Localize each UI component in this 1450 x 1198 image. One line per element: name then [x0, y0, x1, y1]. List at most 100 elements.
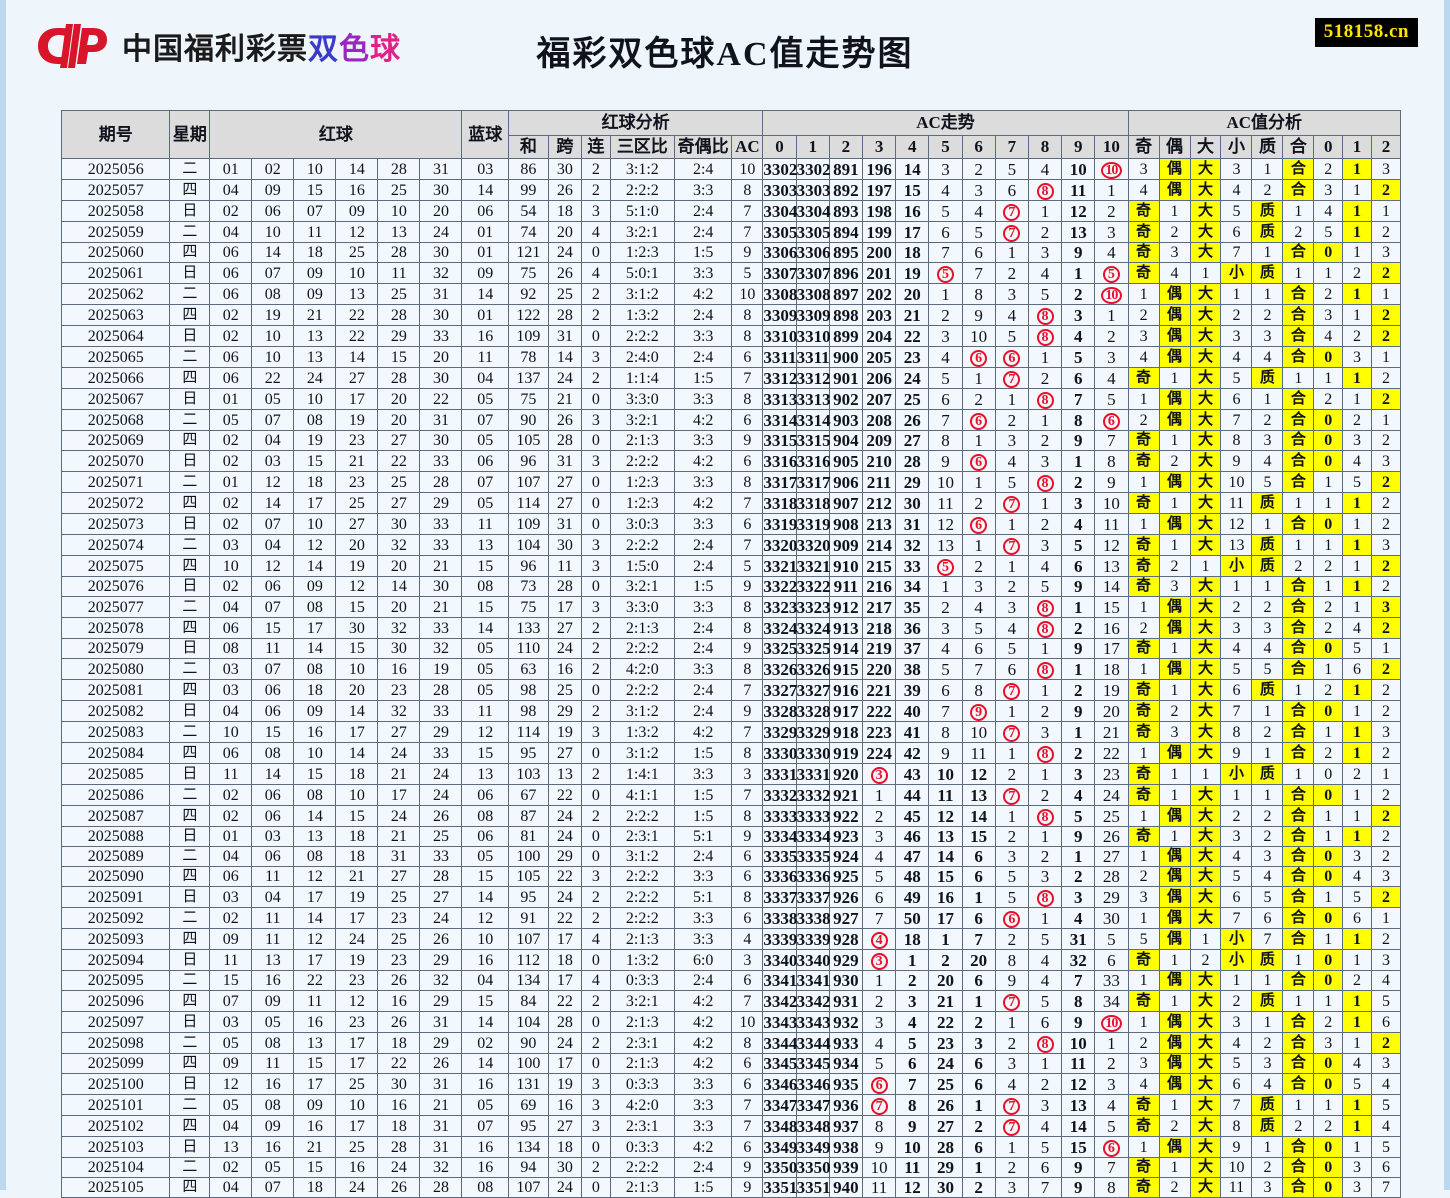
table-row[interactable]: 2025090 四 06 11 12 21 27 28 15 105 22 3 2:2:2 3:3 6 333…: [60, 866, 1402, 887]
cell-blue-ball: 15: [461, 596, 509, 618]
table-row[interactable]: 2025071 二 01 12 18 23 25 28 07 107 27 0 1:2:3 3:3 8 331…: [60, 471, 1402, 493]
table-row[interactable]: 2025096 四 07 09 11 12 16 29 15 84 22 2 3:2:1 4:2 7 3342…: [60, 990, 1402, 1012]
cell-issue: 2025074: [60, 534, 171, 556]
cell-ac-analysis-5: 合: [1282, 658, 1315, 680]
ac-hit-marker: 7: [1003, 788, 1021, 805]
table-row[interactable]: 2025067 日 01 05 10 17 20 22 05 75 21 0 3:3:0 3:3 8 3313…: [60, 388, 1402, 410]
cell-ac-trend-8: 4: [1027, 262, 1063, 284]
cell-red-ball-2: 03: [251, 450, 295, 472]
subheader-ac-trend-4: 3: [861, 135, 897, 159]
table-row[interactable]: 2025084 四 06 08 10 14 24 33 15 95 27 0 3:1:2 1:5 8 3330…: [60, 742, 1402, 764]
table-row[interactable]: 2025085 日 11 14 15 18 21 24 13 103 13 2 1:4:1 3:3 3 333…: [60, 763, 1402, 785]
table-row[interactable]: 2025062 二 06 08 09 13 25 31 14 92 25 2 3:1:2 4:2 10 330…: [60, 283, 1402, 305]
cell-red-ball-1: 09: [209, 928, 253, 950]
ac-hit-marker: 7: [870, 1098, 888, 1115]
cell-red-ball-1: 01: [209, 471, 253, 493]
cell-ac-analysis-0: 2: [1127, 304, 1160, 326]
cell-ac-analysis-5: 合: [1282, 430, 1315, 451]
cell-ac-trend-7: 1: [994, 805, 1029, 827]
cell-span: 29: [547, 846, 582, 867]
cell-ac-trend-0: 3346: [762, 1073, 798, 1095]
cell-sum: 90: [507, 1032, 549, 1054]
table-row[interactable]: 2025101 二 05 08 09 10 16 21 05 69 16 3 4:2:0 3:3 7 3347…: [60, 1094, 1402, 1116]
table-row[interactable]: 2025086 二 02 06 08 10 17 24 06 67 22 0 4:1:1 1:5 7 3332…: [60, 784, 1402, 806]
cell-odd-even-ratio: 3:3: [673, 658, 733, 680]
cell-consecutive: 2: [580, 179, 611, 201]
cell-red-ball-6: 24: [419, 763, 463, 785]
cell-ac-analysis-2: 大: [1189, 221, 1222, 243]
cell-red-ball-2: 09: [251, 179, 295, 201]
table-row[interactable]: 2025057 四 04 09 15 16 25 30 14 99 26 2 2:2:2 3:3 8 3303…: [60, 179, 1402, 201]
table-row[interactable]: 2025076 日 02 06 09 12 14 30 08 73 28 0 3:2:1 1:5 9 3322…: [60, 576, 1402, 597]
cell-issue: 2025062: [60, 283, 171, 305]
table-row[interactable]: 2025080 二 03 07 08 10 16 19 05 63 16 2 4:2:0 3:3 8 3326…: [60, 658, 1402, 680]
table-row[interactable]: 2025070 日 02 03 15 21 22 33 06 96 31 3 2:2:2 4:2 6 3316…: [60, 450, 1402, 472]
table-row[interactable]: 2025065 二 06 10 13 14 15 20 11 78 14 3 2:4:0 2:4 6 3311…: [60, 346, 1402, 368]
table-row[interactable]: 2025081 四 03 06 18 20 23 28 05 98 25 0 2:2:2 2:4 7 3327…: [60, 679, 1402, 701]
table-row[interactable]: 2025056 二 01 02 10 14 28 31 03 86 30 2 3:1:2 2:4 10 330…: [60, 158, 1402, 180]
cell-red-ball-4: 18: [335, 763, 379, 785]
table-row[interactable]: 2025092 二 02 11 14 17 23 24 12 91 22 2 2:2:2 3:3 6 3338…: [60, 907, 1402, 929]
cell-red-ball-4: 15: [335, 805, 379, 827]
table-row[interactable]: 2025083 二 10 15 16 17 27 29 12 114 19 3 1:3:2 4:2 7 332…: [60, 721, 1402, 743]
table-row[interactable]: 2025069 四 02 04 19 23 27 30 05 105 28 0 2:1:3 3:3 9 331…: [60, 430, 1402, 451]
table-row[interactable]: 2025088 日 01 03 13 18 21 25 06 81 24 0 2:3:1 5:1 9 3334…: [60, 826, 1402, 847]
cell-weekday: 四: [169, 928, 211, 950]
table-row[interactable]: 2025077 二 04 07 08 15 20 21 15 75 17 3 3:3:0 3:3 8 3323…: [60, 596, 1402, 618]
table-row[interactable]: 2025063 四 02 19 21 22 28 30 01 122 28 2 1:3:2 2:4 8 330…: [60, 304, 1402, 326]
table-row[interactable]: 2025103 日 13 16 21 25 28 31 16 134 18 0 0:3:3 4:2 6 334…: [60, 1136, 1402, 1158]
table-row[interactable]: 2025099 四 09 11 15 17 22 26 14 100 17 0 2:1:3 4:2 6 334…: [60, 1053, 1402, 1074]
cell-issue: 2025086: [60, 784, 171, 806]
table-row[interactable]: 2025059 二 04 10 11 12 13 24 01 74 20 4 3:2:1 2:4 7 3305…: [60, 221, 1402, 243]
cell-ac-trend-9: 5: [1061, 534, 1096, 556]
table-row[interactable]: 2025089 二 04 06 08 18 31 33 05 100 29 0 3:1:2 2:4 6 333…: [60, 846, 1402, 867]
table-row[interactable]: 2025074 二 03 04 12 20 32 33 13 104 30 3 2:2:2 2:4 7 332…: [60, 534, 1402, 556]
cell-ac-trend-3: 213: [861, 513, 897, 535]
table-row[interactable]: 2025105 四 04 07 18 24 26 28 08 107 24 0 2:1:3 1:5 9 335…: [60, 1177, 1402, 1198]
subheader-ac-trend-10: 9: [1061, 135, 1096, 159]
cell-ac-analysis-4: 4: [1251, 1073, 1284, 1095]
table-row[interactable]: 2025068 二 05 07 08 19 20 31 07 90 26 3 3:2:1 4:2 6 3314…: [60, 409, 1402, 431]
table-row[interactable]: 2025100 日 12 16 17 25 30 31 16 131 19 3 0:3:3 3:3 6 334…: [60, 1073, 1402, 1095]
cell-issue: 2025069: [60, 430, 171, 451]
table-row[interactable]: 2025073 日 02 07 10 27 30 33 11 109 31 0 3:0:3 3:3 6 331…: [60, 513, 1402, 535]
cell-ac-trend-8: 1: [1027, 409, 1063, 431]
cell-ac-analysis-8: 2: [1370, 262, 1402, 284]
cell-ac-trend-6: 1: [961, 534, 996, 556]
table-row[interactable]: 2025066 四 06 22 24 27 28 30 04 137 24 2 1:1:4 1:5 7 331…: [60, 367, 1402, 389]
cell-odd-even-ratio: 1:5: [673, 576, 733, 597]
table-row[interactable]: 2025091 日 03 04 17 19 25 27 14 95 24 2 2:2:2 5:1 8 3337…: [60, 886, 1402, 908]
cell-ac-trend-4: 40: [895, 700, 930, 722]
table-row[interactable]: 2025060 四 06 14 18 25 28 30 01 121 24 0 1:2:3 1:5 9 330…: [60, 242, 1402, 263]
table-row[interactable]: 2025082 日 04 06 09 14 32 33 11 98 29 2 3:1:2 2:4 9 3328…: [60, 700, 1402, 722]
cell-ac-trend-10: 8: [1094, 450, 1129, 472]
cell-odd-even-ratio: 3:3: [673, 325, 733, 347]
table-row[interactable]: 2025087 四 02 06 14 15 24 26 08 87 24 2 2:2:2 1:5 8 3333…: [60, 805, 1402, 827]
cell-zone-ratio: 3:2:1: [609, 576, 675, 597]
table-row[interactable]: 2025104 二 02 05 15 16 24 32 16 94 30 2 2:2:2 2:4 9 3350…: [60, 1157, 1402, 1178]
cell-ac-trend-8: 6: [1027, 1011, 1063, 1033]
cell-ac-analysis-1: 偶: [1158, 1136, 1191, 1158]
table-row[interactable]: 2025061 日 06 07 09 10 11 32 09 75 26 4 5:0:1 3:3 5 3307…: [60, 262, 1402, 284]
table-row[interactable]: 2025078 四 06 15 17 30 32 33 14 133 27 2 2:1:3 2:4 8 332…: [60, 617, 1402, 639]
table-row[interactable]: 2025064 日 02 10 13 22 29 33 16 109 31 0 2:2:2 3:3 8 331…: [60, 325, 1402, 347]
table-row[interactable]: 2025095 二 15 16 22 23 26 32 04 134 17 4 0:3:3 2:4 6 334…: [60, 970, 1402, 991]
table-row[interactable]: 2025097 日 03 05 16 23 26 31 14 104 28 0 2:1:3 4:2 10 33…: [60, 1011, 1402, 1033]
subheader-ac-analysis-3: 大: [1189, 135, 1222, 159]
cell-ac-analysis-6: 0: [1313, 409, 1344, 431]
table-row[interactable]: 2025079 日 08 11 14 15 30 32 05 110 24 2 2:2:2 2:4 9 332…: [60, 638, 1402, 659]
cell-consecutive: 0: [580, 1177, 611, 1198]
table-row[interactable]: 2025094 日 11 13 17 19 23 29 16 112 18 0 1:3:2 6:0 3 334…: [60, 949, 1402, 971]
table-row[interactable]: 2025093 四 09 11 12 24 25 26 10 107 17 4 2:1:3 3:3 4 333…: [60, 928, 1402, 950]
cell-ac-analysis-1: 2: [1158, 700, 1191, 722]
cell-ac-trend-9: 3: [1061, 304, 1096, 326]
cell-weekday: 四: [169, 990, 211, 1012]
cell-ac-analysis-7: 4: [1342, 1053, 1372, 1074]
cell-odd-even-ratio: 2:4: [673, 700, 733, 722]
table-row[interactable]: 2025075 四 10 12 14 19 20 21 15 96 11 3 1:5:0 2:4 5 3321…: [60, 555, 1402, 577]
table-row[interactable]: 2025102 四 04 09 16 17 18 31 07 95 27 3 2:3:1 3:3 7 3348…: [60, 1115, 1402, 1137]
table-row[interactable]: 2025058 日 02 06 07 09 10 20 06 54 18 3 5:1:0 2:4 7 3304…: [60, 200, 1402, 222]
table-row[interactable]: 2025098 二 05 08 13 17 18 29 02 90 24 2 2:3:1 4:2 8 3344…: [60, 1032, 1402, 1054]
table-row[interactable]: 2025072 四 02 14 17 25 27 29 05 114 27 0 1:2:3 4:2 7 331…: [60, 492, 1402, 514]
cell-red-ball-3: 09: [293, 700, 337, 722]
